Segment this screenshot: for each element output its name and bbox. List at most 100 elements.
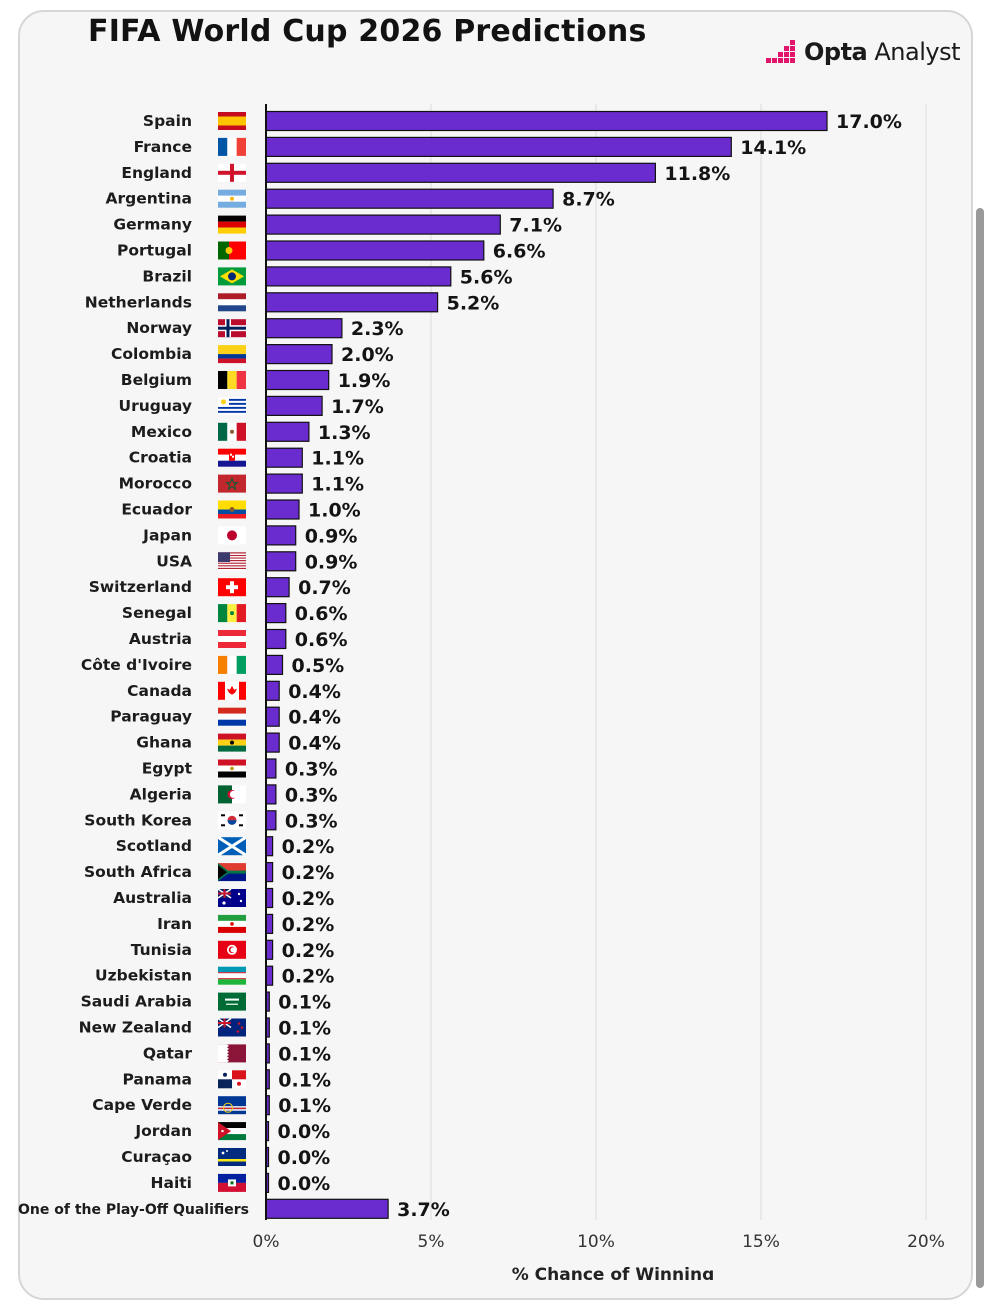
value-label: 0.3% [285,759,338,781]
country-label: France [134,138,192,156]
bar [265,732,280,753]
value-label: 0.7% [298,577,351,599]
value-label: 5.2% [447,292,500,314]
country-label: Austria [129,630,192,648]
bar [265,473,303,494]
country-label: One of the Play-Off Qualifiers [18,1202,249,1218]
bar [265,577,290,598]
value-label: 1.3% [318,422,371,444]
value-label: 0.6% [295,603,348,625]
value-label: 0.9% [305,525,358,547]
page-title: FIFA World Cup 2026 Predictions [88,14,647,49]
value-label: 0.2% [282,914,335,936]
value-label: 0.4% [288,733,341,755]
value-label: 6.6% [493,241,546,263]
flag-hr-icon [218,448,246,467]
country-label: Cape Verde [92,1096,192,1114]
country-label: Canada [127,682,192,700]
country-label: Egypt [142,760,193,778]
value-label: 0.3% [285,810,338,832]
value-label: 0.4% [288,707,341,729]
bar [265,214,501,235]
country-label: Colombia [111,345,192,363]
country-label: Netherlands [85,293,192,311]
value-label: 0.4% [288,681,341,703]
value-label: 1.7% [331,396,384,418]
bar [265,706,280,727]
value-label: 1.9% [338,370,391,392]
flag-au-icon [217,888,246,907]
country-label: USA [156,552,192,570]
x-tick-label: 20% [907,1232,945,1252]
flag-uy-icon [218,396,246,415]
value-label: 0.2% [282,966,335,988]
opta-bars-icon [766,40,795,63]
bar [265,188,554,209]
country-label: South Africa [84,863,192,881]
country-label: Morocco [119,475,192,493]
value-label: 0.2% [282,888,335,910]
flag-jp-icon [218,526,246,545]
country-label: Saudi Arabia [81,993,192,1011]
flag-eg-icon [218,759,246,778]
country-label: England [121,164,192,182]
flag-ci-icon [218,655,246,674]
value-label: 2.3% [351,318,404,340]
bar [265,499,300,520]
bar [265,680,280,701]
country-label: Croatia [129,449,192,467]
country-label: Mexico [131,423,192,441]
flag-ec-icon [218,500,246,519]
value-label: 8.7% [562,189,615,211]
country-label: Scotland [116,837,192,855]
flag-ma-icon [218,474,246,493]
country-label: South Korea [84,811,192,829]
country-label: Belgium [121,371,192,389]
country-label: Ghana [136,734,192,752]
bar [265,784,277,805]
flag-ch-icon [218,578,246,597]
value-label: 0.2% [282,862,335,884]
brand-name: Opta Analyst [804,38,961,66]
bar [265,1198,389,1219]
value-label: 1.1% [311,474,364,496]
flag-ca-icon [218,681,246,700]
country-label: Curaçao [121,1148,192,1166]
value-label: 0.1% [278,1043,331,1065]
country-label: Tunisia [131,941,192,959]
flag-co-icon [218,345,246,364]
value-label: 1.0% [308,500,361,522]
flag-pa-icon [218,1070,246,1089]
country-label: Uzbekistan [95,967,192,985]
value-label: 0.2% [282,940,335,962]
scrollbar[interactable] [976,208,984,1288]
flag-sc-icon [217,835,247,857]
flag-fr-icon [218,137,246,156]
country-label: Australia [113,889,192,907]
flag-cv-icon [218,1096,246,1115]
x-tick-label: 15% [742,1232,780,1252]
country-label: Qatar [143,1044,193,1062]
x-tick-label: 10% [577,1232,615,1252]
value-label: 1.1% [311,448,364,470]
bar [265,628,287,650]
opta-analyst-logo: Opta Analyst [764,36,961,68]
flag-be-icon [218,371,246,389]
country-label: Norway [126,319,192,337]
flag-pt-icon [218,241,246,260]
value-label: 0.0% [278,1147,331,1169]
x-tick-label: 5% [418,1232,445,1252]
country-label: Argentina [106,190,193,208]
country-label: Brazil [142,267,192,285]
flag-sn-icon [218,604,246,623]
country-label: Haiti [151,1174,192,1192]
bar [265,602,287,624]
flag-ir-icon [218,914,246,933]
country-label: Spain [143,112,192,130]
flag-qa-icon [218,1044,246,1063]
country-label: Côte d'Ivoire [81,656,192,674]
flag-ht-icon [218,1173,246,1192]
value-label: 0.1% [278,1095,331,1117]
country-label: Senegal [122,604,192,622]
